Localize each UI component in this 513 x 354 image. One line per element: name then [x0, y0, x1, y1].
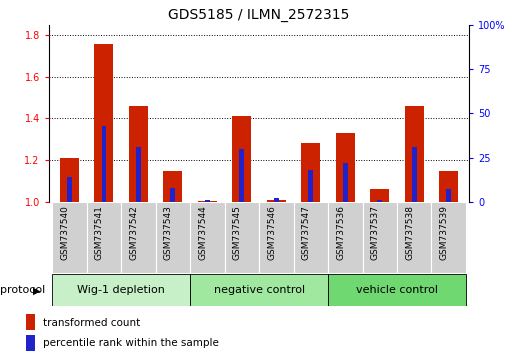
Bar [412, 147, 417, 202]
Bar [190, 202, 225, 273]
Bar [267, 200, 286, 202]
Bar [121, 202, 155, 273]
Bar [328, 274, 466, 306]
Text: GSM737541: GSM737541 [95, 205, 104, 260]
Bar [26, 335, 35, 351]
Bar [52, 202, 87, 273]
Title: GDS5185 / ILMN_2572315: GDS5185 / ILMN_2572315 [168, 8, 350, 22]
Bar [52, 274, 190, 306]
Bar [170, 188, 175, 202]
Text: Wig-1 depletion: Wig-1 depletion [77, 285, 165, 295]
Text: ▶: ▶ [33, 285, 41, 295]
Bar [232, 116, 251, 202]
Bar [26, 314, 35, 331]
Text: GSM737542: GSM737542 [129, 205, 139, 260]
Bar [328, 202, 363, 273]
Bar [163, 171, 182, 202]
Text: GSM737544: GSM737544 [199, 205, 207, 260]
Text: GSM737537: GSM737537 [371, 205, 380, 260]
Bar [378, 200, 382, 202]
Bar [60, 158, 79, 202]
Bar [87, 202, 121, 273]
Bar [240, 149, 244, 202]
Bar [67, 177, 72, 202]
Text: GSM737547: GSM737547 [302, 205, 311, 260]
Text: percentile rank within the sample: percentile rank within the sample [43, 338, 219, 348]
Text: protocol: protocol [0, 285, 45, 295]
Bar [370, 189, 389, 202]
Bar [336, 133, 355, 202]
Text: vehicle control: vehicle control [356, 285, 438, 295]
Text: GSM737538: GSM737538 [405, 205, 414, 260]
Bar [205, 200, 210, 202]
Text: GSM737545: GSM737545 [233, 205, 242, 260]
Text: GSM737540: GSM737540 [61, 205, 69, 260]
Text: GSM737546: GSM737546 [267, 205, 277, 260]
Text: negative control: negative control [213, 285, 305, 295]
Bar [155, 202, 190, 273]
Bar [431, 202, 466, 273]
Text: GSM737536: GSM737536 [336, 205, 345, 260]
Bar [225, 202, 259, 273]
Bar [102, 126, 106, 202]
Bar [301, 143, 320, 202]
Bar [397, 202, 431, 273]
Bar [343, 163, 348, 202]
Bar [308, 170, 313, 202]
Bar [293, 202, 328, 273]
Bar [129, 106, 148, 202]
Bar [190, 274, 328, 306]
Bar [439, 171, 458, 202]
Bar [259, 202, 293, 273]
Bar [94, 44, 113, 202]
Text: GSM737543: GSM737543 [164, 205, 173, 260]
Bar [274, 198, 279, 202]
Bar [136, 147, 141, 202]
Text: GSM737539: GSM737539 [440, 205, 449, 260]
Bar [363, 202, 397, 273]
Bar [446, 189, 451, 202]
Text: transformed count: transformed count [43, 318, 140, 328]
Bar [405, 106, 424, 202]
Bar [198, 201, 217, 202]
